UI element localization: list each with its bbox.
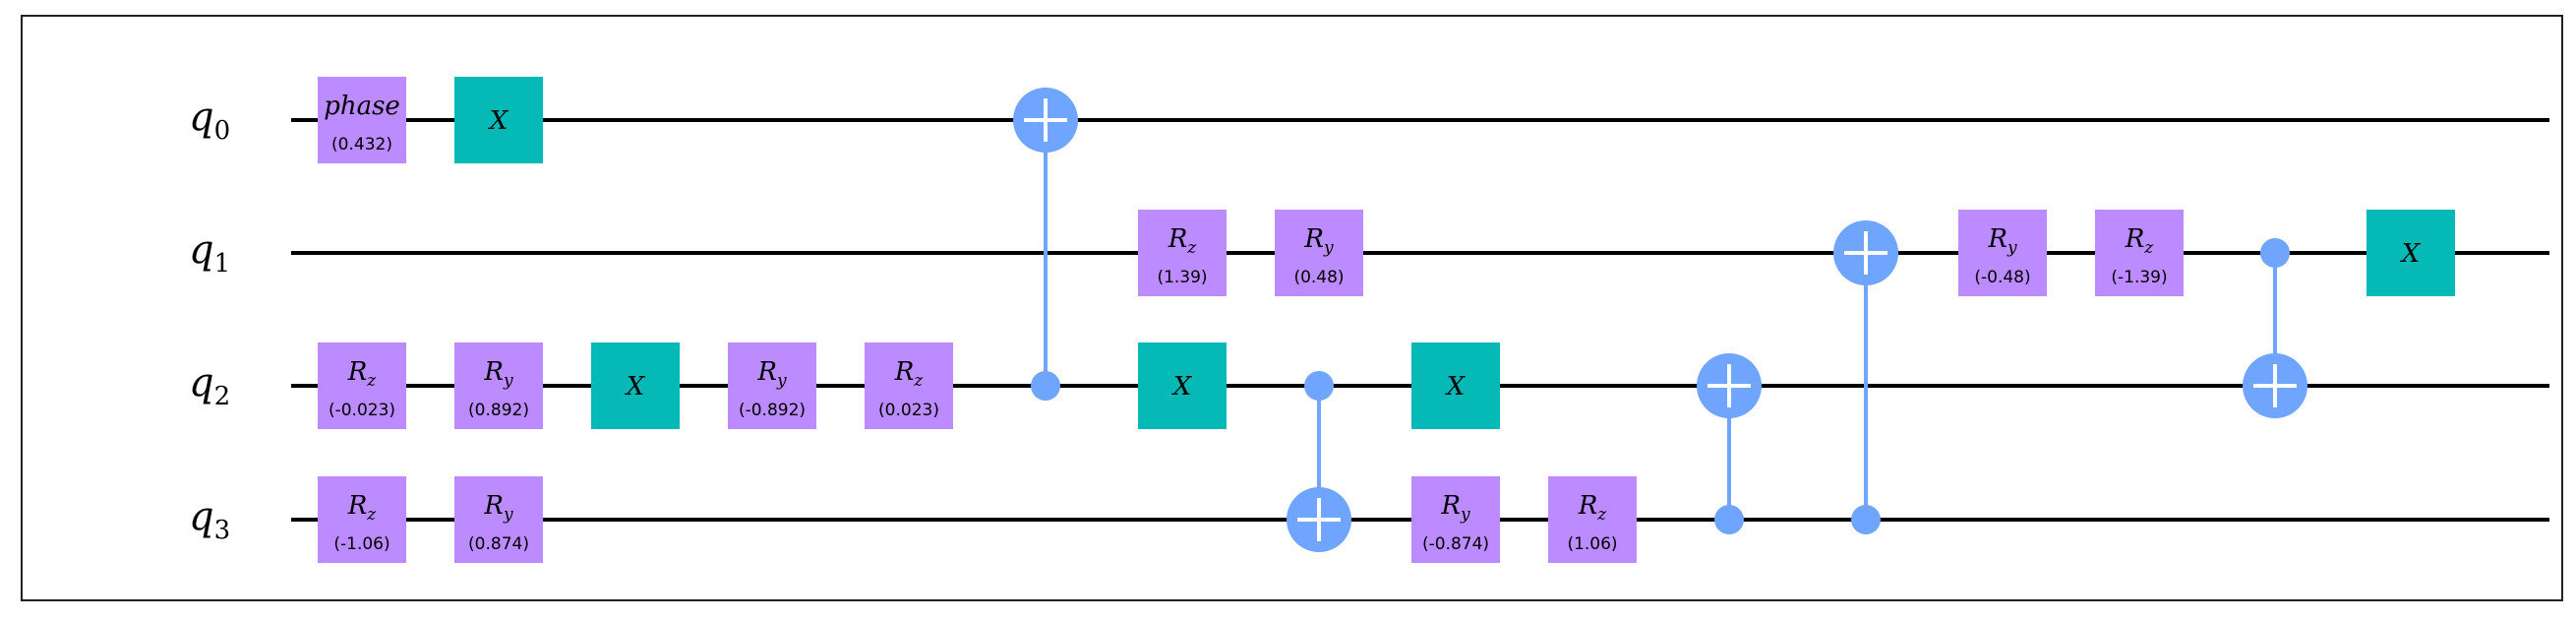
control-dot (1031, 371, 1060, 401)
qubit-label-2: q2 (189, 360, 230, 411)
single-qubit-gates: phase(0.432)XRz(-0.023)Ry(0.892)X Ry(-0.8… (318, 77, 2455, 563)
qubit-label-index: 1 (214, 249, 231, 279)
gate-label-subscript: z (1186, 238, 1197, 258)
gate-box (318, 476, 406, 563)
gate-label: X (1171, 372, 1193, 402)
gate-label-subscript: y (776, 371, 787, 391)
gate-label-subscript: z (913, 371, 924, 391)
x-gate: X (591, 342, 680, 429)
control-dot (2260, 238, 2290, 268)
rz-gate: Rz(0.023) (865, 342, 953, 429)
gate-parameter: (-1.39) (2111, 268, 2167, 287)
control-dot (1304, 371, 1334, 401)
x-gate: X (2366, 210, 2455, 296)
gate-parameter: (1.39) (1157, 268, 1207, 287)
gate-label: X (488, 106, 509, 136)
gate-parameter: (0.874) (468, 534, 529, 554)
control-dot (1851, 505, 1881, 534)
gate-box (318, 342, 406, 429)
gate-box (591, 342, 680, 429)
gate-box (454, 476, 543, 563)
cnot-gate (2243, 238, 2307, 418)
gate-label-subscript: z (366, 371, 377, 391)
gate-parameter: (-1.06) (333, 534, 389, 554)
ry-gate: Ry(-0.874) (1411, 476, 1500, 563)
gate-label-subscript: z (1596, 505, 1607, 525)
rz-gate: Rz(1.06) (1548, 476, 1637, 563)
cnot-gate (1013, 88, 1078, 401)
gate-label-subscript: z (2143, 238, 2154, 258)
gate-parameter: (-0.023) (329, 401, 395, 420)
gate-label: Ry (483, 491, 513, 525)
rz-gate: Rz(-0.023) (318, 342, 406, 429)
gate-label: X (625, 372, 646, 402)
gate-box (454, 342, 543, 429)
gate-box (2095, 210, 2184, 296)
gate-box (1275, 210, 1363, 296)
qubit-label-0: q0 (189, 94, 230, 146)
qubit-label-index: 2 (214, 382, 231, 411)
gate-box (1138, 342, 1227, 429)
rz-gate: Rz(-1.39) (2095, 210, 2184, 296)
gate-box (865, 342, 953, 429)
phase-gate: phase (0.432) (318, 77, 406, 163)
gate-parameter: (0.432) (331, 135, 392, 155)
gate-box (454, 77, 543, 163)
gate-parameter: (-0.892) (739, 401, 806, 420)
gate-box (1958, 210, 2047, 296)
qubit-label-index: 3 (214, 516, 231, 545)
gate-label: X (1445, 372, 1467, 402)
x-gate: X (1411, 342, 1500, 429)
cnot-gate (1287, 371, 1351, 552)
qubit-label-1: q1 (189, 227, 230, 279)
qubit-label-index: 0 (214, 116, 231, 146)
gate-label-subscript: z (366, 505, 377, 525)
cnot-gates (1013, 88, 2307, 552)
cnot-gate (1697, 353, 1762, 534)
ry-gate: Ry(-0.892) (728, 342, 816, 429)
gate-label: X (2400, 239, 2422, 269)
gate-box (728, 342, 816, 429)
gate-box (2366, 210, 2455, 296)
gate-box (1548, 476, 1637, 563)
rz-gate: Rz(-1.06) (318, 476, 406, 563)
gate-label-subscript: y (503, 505, 513, 525)
ry-gate: Ry(0.48) (1275, 210, 1363, 296)
control-dot (1714, 505, 1744, 534)
x-gate: X (1138, 342, 1227, 429)
gate-parameter: (1.06) (1567, 534, 1617, 554)
gate-label-subscript: y (2007, 238, 2017, 258)
gate-parameter: (0.892) (468, 401, 529, 420)
gate-label-subscript: y (1460, 505, 1470, 525)
rz-gate: Rz(1.39) (1138, 210, 1227, 296)
ry-gate: Ry(0.892) (454, 342, 543, 429)
gate-parameter: (0.023) (878, 401, 939, 420)
gate-parameter: (0.48) (1293, 268, 1344, 287)
gate-label: phase (324, 92, 400, 121)
gate-label-subscript: y (1323, 238, 1334, 258)
gate-label-subscript: y (503, 371, 513, 391)
ry-gate: Ry (0.874) (454, 476, 543, 563)
x-gate: X (454, 77, 543, 163)
ry-gate: Ry(-0.48) (1958, 210, 2047, 296)
gate-box (318, 77, 406, 163)
gate-parameter: (-0.874) (1422, 534, 1489, 554)
gate-box (1411, 342, 1500, 429)
gate-parameter: (-0.48) (1974, 268, 2030, 287)
gate-box (1138, 210, 1227, 296)
cnot-gate (1833, 220, 1898, 534)
gate-box (1411, 476, 1500, 563)
